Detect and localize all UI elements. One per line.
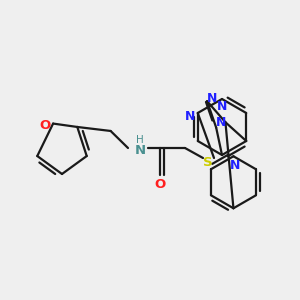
Text: O: O (40, 119, 51, 132)
Text: N: N (207, 92, 217, 105)
Text: N: N (184, 110, 195, 124)
Text: N: N (217, 100, 227, 113)
Text: H: H (136, 135, 144, 145)
Text: S: S (203, 155, 213, 169)
Text: N: N (230, 159, 241, 172)
Text: N: N (216, 116, 226, 129)
Text: O: O (154, 178, 166, 190)
Text: N: N (134, 145, 146, 158)
